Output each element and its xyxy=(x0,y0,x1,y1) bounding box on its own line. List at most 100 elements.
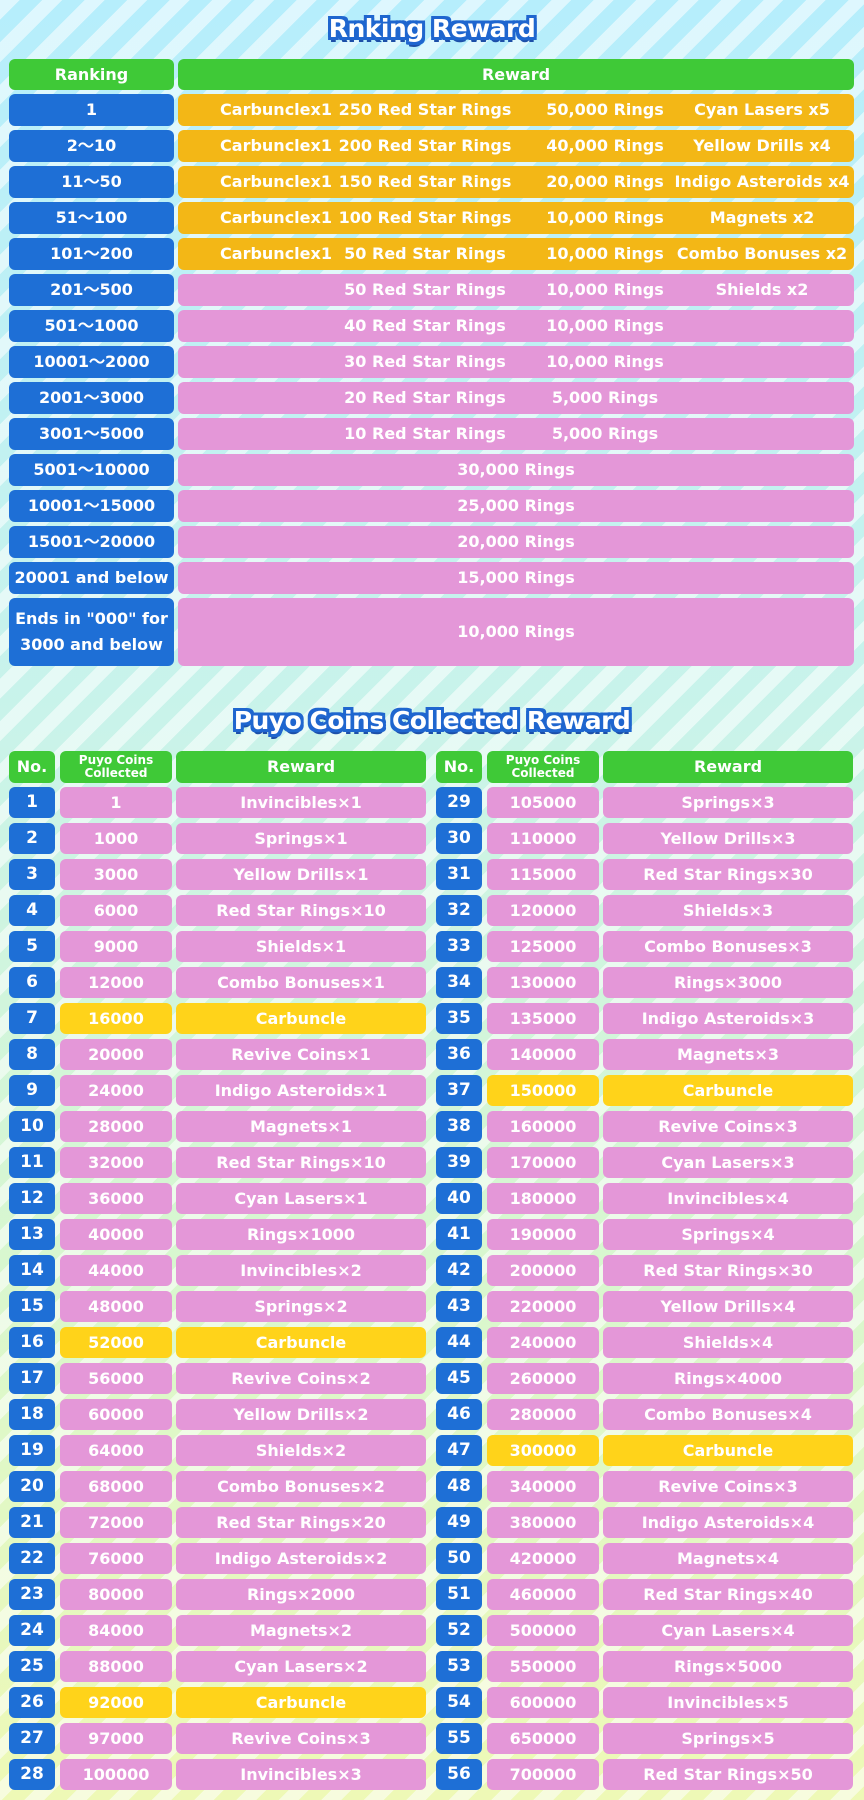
reward-item: 10 Red Star Rings xyxy=(344,424,506,444)
ranking-cell: 201～500 xyxy=(9,274,174,306)
coins-required: 380000 xyxy=(487,1507,599,1538)
reward-item: Magnets x2 xyxy=(709,208,815,228)
coins-required: 32000 xyxy=(60,1147,172,1178)
coins-required: 420000 xyxy=(487,1543,599,1574)
reward-cell: Revive Coins×3 xyxy=(176,1723,426,1754)
row-number: 33 xyxy=(436,931,482,962)
reward-cell: Red Star Rings×30 xyxy=(603,859,853,890)
coins-required: 6000 xyxy=(60,895,172,926)
row-number: 16 xyxy=(9,1327,55,1358)
row-number: 29 xyxy=(436,787,482,818)
reward-row: 10,000 Rings xyxy=(178,598,854,666)
row-number: 28 xyxy=(9,1759,55,1790)
reward-cell: Revive Coins×3 xyxy=(603,1471,853,1502)
row-number: 13 xyxy=(9,1219,55,1250)
reward-cell: Invincibles×1 xyxy=(176,787,426,818)
reward-cell: Cyan Lasers×4 xyxy=(603,1615,853,1646)
row-number: 51 xyxy=(436,1579,482,1610)
reward-item: 30 Red Star Rings xyxy=(344,352,506,372)
puyo-coins-reward-title: Puyo Coins Collected Reward xyxy=(233,706,631,735)
reward-item: 10,000 Rings xyxy=(546,208,664,228)
reward-item: 20,000 Rings xyxy=(457,532,575,552)
reward-cell: Invincibles×5 xyxy=(603,1687,853,1718)
row-number: 10 xyxy=(9,1111,55,1142)
row-number: 27 xyxy=(9,1723,55,1754)
row-number: 45 xyxy=(436,1363,482,1394)
reward-cell: Indigo Asteroids×4 xyxy=(603,1507,853,1538)
reward-cell: Combo Bonuses×3 xyxy=(603,931,853,962)
coins-required: 200000 xyxy=(487,1255,599,1286)
coins-required: 44000 xyxy=(60,1255,172,1286)
coins-required: 97000 xyxy=(60,1723,172,1754)
reward-item: Indigo Asteroids x4 xyxy=(674,172,850,192)
coins-required: 80000 xyxy=(60,1579,172,1610)
no-header: No. xyxy=(9,751,55,783)
coins-required: 24000 xyxy=(60,1075,172,1106)
coins-required: 115000 xyxy=(487,859,599,890)
reward-header: Reward xyxy=(603,751,853,783)
row-number: 17 xyxy=(9,1363,55,1394)
row-number: 54 xyxy=(436,1687,482,1718)
reward-cell: Springs×3 xyxy=(603,787,853,818)
row-number: 7 xyxy=(9,1003,55,1034)
reward-cell: Springs×5 xyxy=(603,1723,853,1754)
coins-required: 1000 xyxy=(60,823,172,854)
coins-required: 28000 xyxy=(60,1111,172,1142)
reward-cell: Cyan Lasers×2 xyxy=(176,1651,426,1682)
reward-item: 250 Red Star Rings xyxy=(338,100,512,120)
reward-row: Carbunclex1 250 Red Star Rings 50,000 Ring… xyxy=(178,94,854,126)
coins-required: 56000 xyxy=(60,1363,172,1394)
reward-item: 10,000 Rings xyxy=(546,280,664,300)
coins-required: 92000 xyxy=(60,1687,172,1718)
reward-item: Yellow Drills x4 xyxy=(693,136,831,156)
reward-item: 50 Red Star Rings xyxy=(344,280,506,300)
reward-cell: Yellow Drills×4 xyxy=(603,1291,853,1322)
reward-cell: Revive Coins×2 xyxy=(176,1363,426,1394)
coins-required: 64000 xyxy=(60,1435,172,1466)
coins-required: 550000 xyxy=(487,1651,599,1682)
reward-cell: Cyan Lasers×3 xyxy=(603,1147,853,1178)
reward-item xyxy=(191,310,361,342)
coins-required: 260000 xyxy=(487,1363,599,1394)
reward-row: 10 Red Star Rings 5,000 Rings xyxy=(178,418,854,450)
coins-required: 120000 xyxy=(487,895,599,926)
coins-required: 280000 xyxy=(487,1399,599,1430)
reward-item: 50,000 Rings xyxy=(546,100,664,120)
row-number: 3 xyxy=(9,859,55,890)
reward-cell: Magnets×1 xyxy=(176,1111,426,1142)
row-number: 6 xyxy=(9,967,55,998)
reward-cell: Magnets×2 xyxy=(176,1615,426,1646)
coins-required: 3000 xyxy=(60,859,172,890)
reward-cell: Combo Bonuses×1 xyxy=(176,967,426,998)
coins-required: 700000 xyxy=(487,1759,599,1790)
reward-item: 10,000 Rings xyxy=(457,622,575,642)
reward-row: Carbunclex1 100 Red Star Rings 10,000 Ring… xyxy=(178,202,854,234)
reward-item: 100 Red Star Rings xyxy=(338,208,512,228)
row-number: 2 xyxy=(9,823,55,854)
reward-cell: Springs×4 xyxy=(603,1219,853,1250)
row-number: 40 xyxy=(436,1183,482,1214)
row-number: 1 xyxy=(9,787,55,818)
reward-cell: Shields×4 xyxy=(603,1327,853,1358)
reward-item: Carbunclex1 xyxy=(220,136,332,156)
reward-item xyxy=(677,382,847,414)
reward-header: Reward xyxy=(176,751,426,783)
reward-cell: Red Star Rings×50 xyxy=(603,1759,853,1790)
reward-item: 30,000 Rings xyxy=(457,460,575,480)
reward-item xyxy=(677,310,847,342)
row-number: 8 xyxy=(9,1039,55,1070)
row-number: 19 xyxy=(9,1435,55,1466)
coins-required: 600000 xyxy=(487,1687,599,1718)
reward-item: 15,000 Rings xyxy=(457,568,575,588)
reward-header: Reward xyxy=(178,59,854,90)
ranking-cell: Ends in "000" for 3000 and below xyxy=(9,598,174,666)
reward-cell: Shields×1 xyxy=(176,931,426,962)
coins-required: 140000 xyxy=(487,1039,599,1070)
reward-cell: Magnets×4 xyxy=(603,1543,853,1574)
ranking-cell: 5001～10000 xyxy=(9,454,174,486)
reward-cell: Rings×3000 xyxy=(603,967,853,998)
row-number: 41 xyxy=(436,1219,482,1250)
reward-cell: Cyan Lasers×1 xyxy=(176,1183,426,1214)
row-number: 50 xyxy=(436,1543,482,1574)
reward-cell: Rings×4000 xyxy=(603,1363,853,1394)
